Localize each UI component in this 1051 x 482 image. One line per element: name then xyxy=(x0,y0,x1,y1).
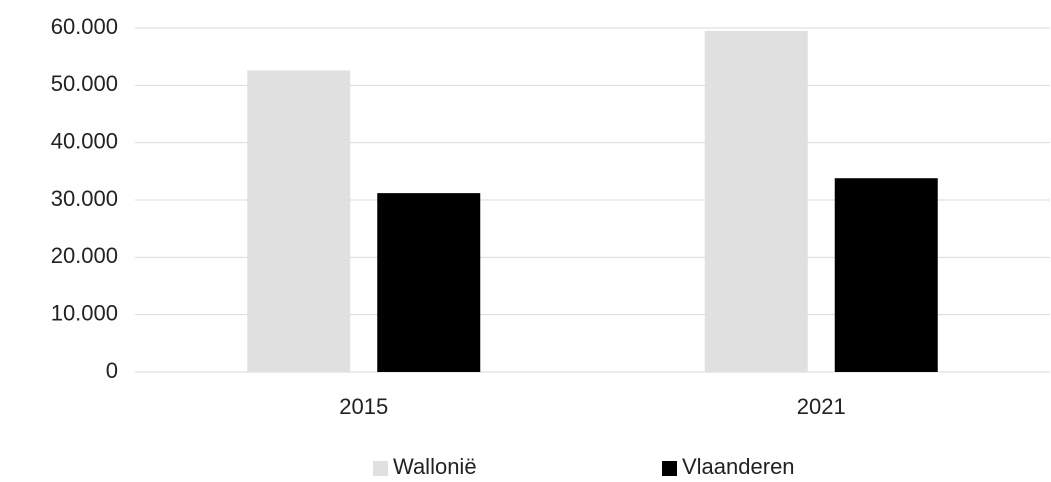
y-tick-label: 30.000 xyxy=(51,186,118,211)
x-tick-label: 2015 xyxy=(339,394,388,419)
legend-swatch xyxy=(373,461,388,476)
bar xyxy=(377,193,481,372)
y-tick-label: 40.000 xyxy=(51,128,118,153)
y-tick-label: 20.000 xyxy=(51,243,118,268)
bar xyxy=(247,70,351,372)
y-tick-label: 50.000 xyxy=(51,71,118,96)
bar xyxy=(704,30,808,372)
bar xyxy=(834,178,938,372)
y-tick-label: 0 xyxy=(106,358,118,383)
legend-label: Vlaanderen xyxy=(682,454,795,479)
y-tick-label: 60.000 xyxy=(51,14,118,39)
x-tick-label: 2021 xyxy=(797,394,846,419)
legend-swatch xyxy=(662,461,677,476)
y-tick-label: 10.000 xyxy=(51,300,118,325)
legend-label: Wallonië xyxy=(393,454,477,479)
